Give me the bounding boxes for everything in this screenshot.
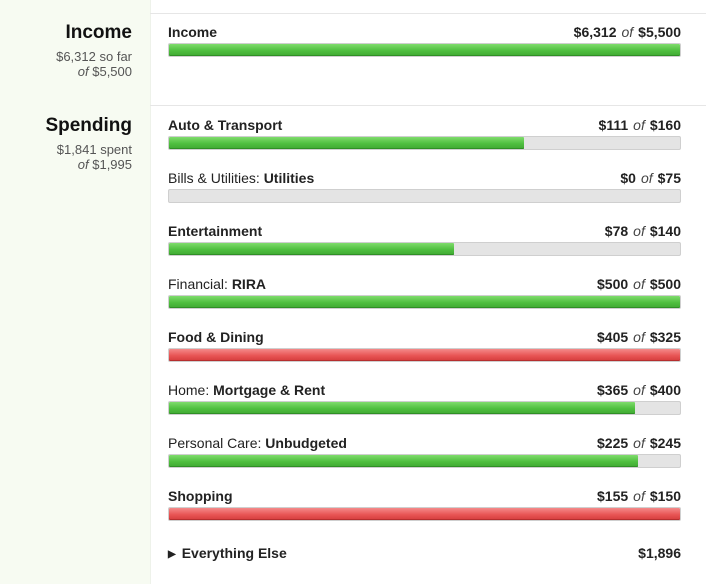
budget-progress-fill <box>169 44 680 56</box>
spending-summary: Spending $1,841 spent of $1,995 <box>0 115 132 172</box>
budget-progress-bar <box>168 43 681 57</box>
budget-target: $160 <box>649 117 681 133</box>
budget-subcategory: Auto & Transport <box>168 117 283 133</box>
summary-column <box>0 0 150 584</box>
budget-target: $245 <box>649 435 681 451</box>
budget-progress-fill <box>169 455 639 467</box>
budget-progress-bar <box>168 401 681 415</box>
budget-row-amount: $78 of $140 <box>605 223 681 239</box>
income-so-far-amount: $6,312 <box>56 49 96 64</box>
budget-spent: $155 <box>597 488 629 504</box>
budget-spent: $78 <box>604 223 629 239</box>
everything-else-toggle[interactable]: ▶ Everything Else <box>168 545 287 564</box>
everything-else-amount: $1,896 <box>638 545 681 561</box>
budget-category: Bills & Utilities: <box>168 170 260 186</box>
budget-row-amount: $111 of $160 <box>599 117 681 133</box>
budget-progress-bar <box>168 242 681 256</box>
budget-progress-bar <box>168 136 681 150</box>
budget-row-label: Personal Care: Unbudgeted <box>168 435 347 451</box>
budget-spent: $500 <box>597 276 629 292</box>
budget-spent: $111 <box>598 117 629 133</box>
budget-target: $150 <box>649 488 681 504</box>
of-word: of <box>633 382 645 398</box>
budget-subcategory: Entertainment <box>168 223 263 239</box>
budget-progress-fill <box>169 137 524 149</box>
spending-of-word: of <box>77 157 89 172</box>
income-summary-amount: $6,312 so far <box>0 49 132 64</box>
column-divider <box>150 0 151 584</box>
of-word: of <box>633 223 645 239</box>
budget-target: $5,500 <box>638 24 681 40</box>
income-so-far-suffix: so far <box>99 49 132 64</box>
spending-spent-suffix: spent <box>100 142 132 157</box>
budget-progress-fill <box>169 243 454 255</box>
budget-row-amount: $405 of $325 <box>597 329 681 345</box>
of-word: of <box>633 488 645 504</box>
budget-progress-fill <box>169 402 636 414</box>
of-word: of <box>633 276 645 292</box>
budget-progress-bar <box>168 348 681 362</box>
budget-row-amount: $6,312 of $5,500 <box>574 24 681 40</box>
income-of-word: of <box>77 64 89 79</box>
spending-summary-amount: $1,841 spent <box>0 142 132 157</box>
budget-target: $500 <box>649 276 681 292</box>
income-heading: Income <box>65 22 132 43</box>
budget-category: Home: <box>168 382 210 398</box>
budget-row-label: Shopping <box>168 488 233 504</box>
budget-progress-fill <box>169 508 680 520</box>
budget-progress-bar <box>168 507 681 521</box>
of-word: of <box>633 329 645 345</box>
budget-category: Personal Care: <box>168 435 262 451</box>
budget-progress-bar <box>168 454 681 468</box>
of-word: of <box>621 24 634 40</box>
of-word: of <box>640 170 653 186</box>
budget-subcategory: Shopping <box>168 488 233 504</box>
of-word: of <box>633 435 645 451</box>
income-target-amount: $5,500 <box>92 64 132 79</box>
budget-subcategory: Food & Dining <box>168 329 264 345</box>
top-divider <box>150 13 706 14</box>
budget-spent: $365 <box>597 382 629 398</box>
spending-summary-target: of $1,995 <box>0 157 132 172</box>
income-summary-target: of $5,500 <box>0 64 132 79</box>
budget-subcategory: Mortgage & Rent <box>213 382 326 398</box>
budget-row-amount: $365 of $400 <box>597 382 681 398</box>
budget-target: $75 <box>657 170 681 186</box>
budget-subcategory: Unbudgeted <box>265 435 347 451</box>
budget-spent: $405 <box>597 329 629 345</box>
section-divider <box>150 105 706 106</box>
budget-target: $140 <box>649 223 681 239</box>
budget-row-amount: $155 of $150 <box>597 488 681 504</box>
budget-progress-bar <box>168 189 681 203</box>
budget-row-label: Bills & Utilities: Utilities <box>168 170 314 186</box>
budget-progress-fill <box>169 349 680 361</box>
budget-row-label: Entertainment <box>168 223 262 239</box>
spending-target-amount: $1,995 <box>92 157 132 172</box>
budget-row-label: Income <box>168 24 218 40</box>
budget-row-amount: $500 of $500 <box>597 276 681 292</box>
budget-progress-fill <box>169 296 680 308</box>
budget-row-label: Home: Mortgage & Rent <box>168 382 325 398</box>
budget-spent: $225 <box>597 435 629 451</box>
budget-spent: $6,312 <box>573 24 617 40</box>
everything-else-label: Everything Else <box>181 545 287 561</box>
budget-row-label: Financial: RIRA <box>168 276 266 292</box>
spending-heading: Spending <box>45 115 132 136</box>
budget-spent: $0 <box>620 170 636 186</box>
budget-row-label: Auto & Transport <box>168 117 282 133</box>
budget-category: Financial: <box>168 276 228 292</box>
budget-target: $400 <box>649 382 681 398</box>
income-summary: Income $6,312 so far of $5,500 <box>0 22 132 79</box>
budget-target: $325 <box>649 329 681 345</box>
budget-subcategory: RIRA <box>231 276 267 292</box>
budget-row-amount: $225 of $245 <box>597 435 681 451</box>
of-word: of <box>633 117 645 133</box>
budget-row-amount: $0 of $75 <box>620 170 681 186</box>
budget-subcategory: Utilities <box>263 170 315 186</box>
budget-row-label: Food & Dining <box>168 329 264 345</box>
spending-spent-amount: $1,841 <box>56 142 97 157</box>
budget-progress-bar <box>168 295 681 309</box>
expand-triangle-icon: ▶ <box>168 549 176 560</box>
